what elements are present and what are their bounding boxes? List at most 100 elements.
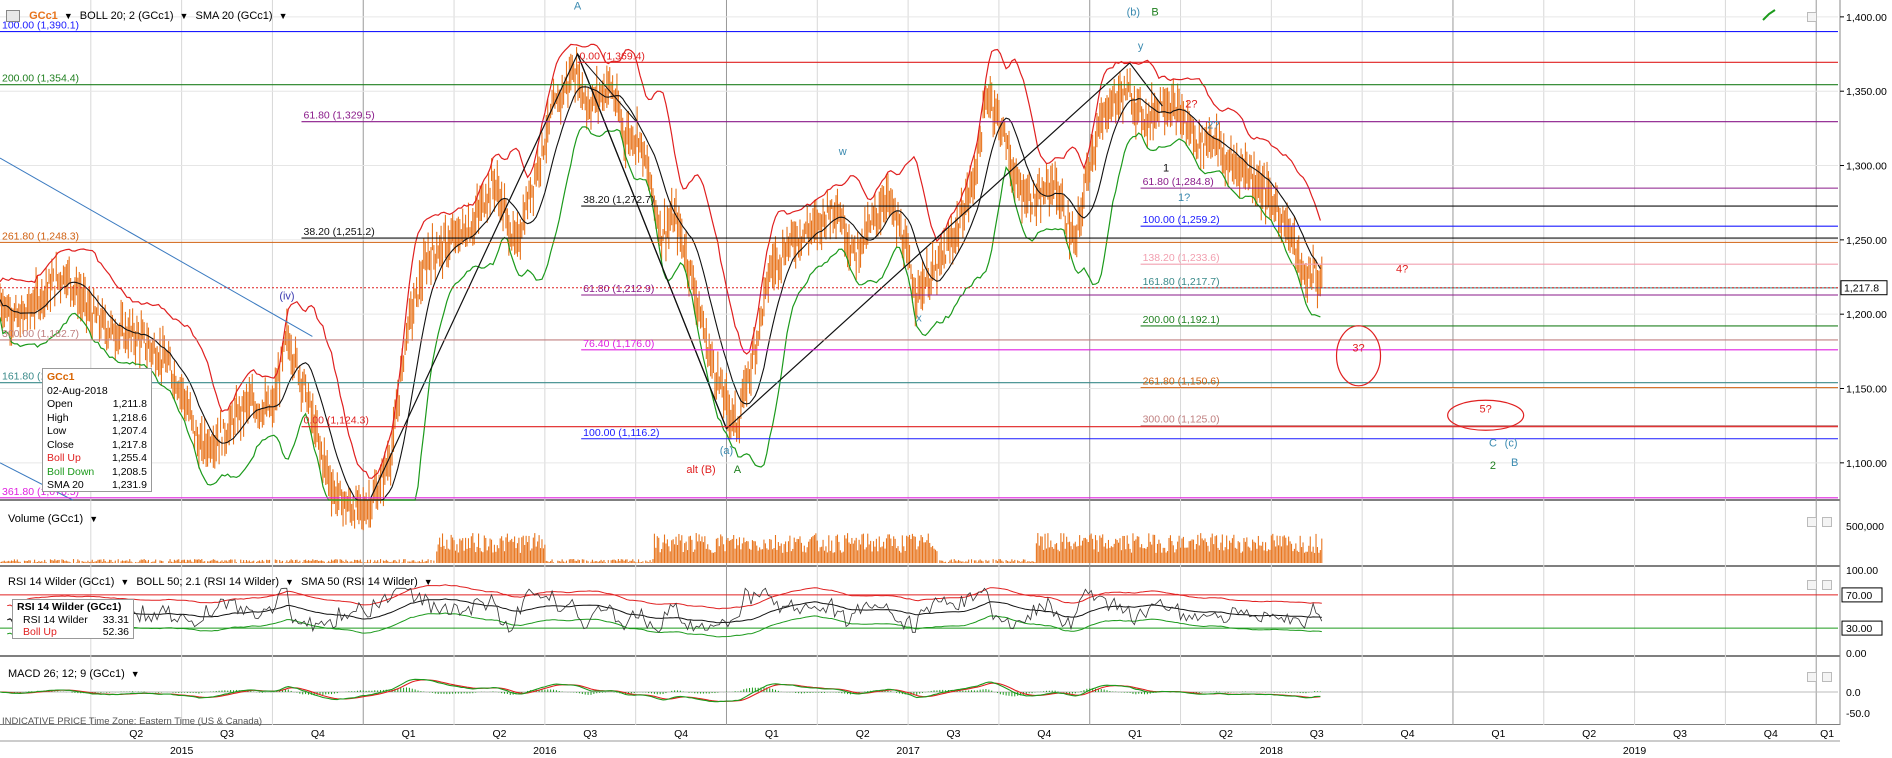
symbol-label: GCc1	[29, 10, 58, 22]
footer-note: INDICATIVE PRICE Time Zone: Eastern Time…	[2, 716, 263, 727]
rsi-boll-lower	[7, 612, 1322, 638]
rsi-dropdown-icon[interactable]: ▼	[120, 577, 130, 587]
rsi-boll-upper	[7, 584, 1322, 610]
macd-minimize-icon[interactable]	[1807, 672, 1817, 682]
quarter-label: Q1	[1128, 728, 1142, 740]
macd-dropdown-icon[interactable]: ▼	[130, 669, 140, 679]
wave-label: 4?	[1396, 264, 1408, 276]
volume-bars	[0, 533, 1323, 563]
wave-label: 2	[1490, 460, 1496, 472]
y-tick-label: 1,150.00	[1846, 384, 1887, 396]
y-tick-label: 1,350.00	[1846, 86, 1887, 98]
rsi-tick-label: 70.00	[1846, 590, 1872, 602]
rsi-sma-dropdown-icon[interactable]: ▼	[423, 577, 433, 587]
sma-line	[0, 86, 1321, 501]
y-tick-label: 1,100.00	[1846, 458, 1887, 470]
price-info-box: GCc1 02-Aug-2018 Open 1,211.8 High 1,218.6 L…	[42, 368, 152, 492]
rsi-row: Boll Up 52.36	[17, 626, 129, 638]
chart-type-icon[interactable]	[6, 10, 20, 23]
rsi-close-icon[interactable]	[1822, 580, 1832, 590]
fib-level-label: 61.80 (1,212.9)	[583, 283, 654, 295]
fib-level-label: 161.80 (1,217.7)	[1143, 276, 1220, 288]
year-label: 2015	[170, 745, 194, 757]
rsi-boll-dropdown-icon[interactable]: ▼	[285, 577, 294, 587]
year-label: 2017	[896, 745, 920, 757]
symbol-dropdown-icon[interactable]: ▼	[63, 11, 73, 21]
quarter-label: Q3	[583, 728, 597, 740]
quarter-label: Q1	[1491, 728, 1505, 740]
macd-tick-label: -50.0	[1846, 708, 1870, 720]
rsi-tick-label: 30.00	[1846, 623, 1872, 635]
pane-minimize-icon[interactable]	[1807, 12, 1817, 22]
fib-level-label: 0.00 (1,124.3)	[303, 415, 368, 427]
fib-level-label: 38.20 (1,251.2)	[303, 226, 374, 238]
wave-label: x	[916, 313, 922, 325]
last-price-tag	[1840, 280, 1888, 296]
volume-minimize-icon[interactable]	[1807, 517, 1817, 527]
fib-level-label: 200.00 (1,354.4)	[2, 73, 79, 85]
wave-label: (a)	[720, 445, 733, 457]
rsi-label: RSI 14 Wilder (GCc1)	[8, 576, 115, 588]
wave-label: (iv)	[279, 290, 294, 302]
fib-levels: 100.00 (1,390.1) 0.00 (1,369.4) 200.00 (1,…	[0, 20, 1838, 499]
fib-level-label: 200.00 (1,192.1)	[1143, 314, 1220, 326]
quarter-label: Q4	[1037, 728, 1051, 740]
wave-label: A	[574, 0, 582, 12]
macd-close-icon[interactable]	[1822, 672, 1832, 682]
info-date: 02-Aug-2018	[47, 384, 108, 397]
fib-level-label: 300.00 (1,182.7)	[2, 328, 79, 340]
macd-signal-line	[0, 679, 1321, 702]
quarter-label: Q1	[765, 728, 779, 740]
quarter-label: Q3	[947, 728, 961, 740]
wave-label: A	[734, 464, 742, 476]
rsi-boll-label: BOLL 50; 2.1 (RSI 14 Wilder)	[136, 576, 279, 588]
year-label: 2018	[1260, 745, 1284, 757]
info-row-label: Close	[47, 438, 74, 451]
wave-line-short	[577, 53, 637, 122]
volume-dropdown-icon[interactable]: ▼	[89, 514, 99, 524]
fib-level-label: 100.00 (1,116.2)	[583, 427, 659, 439]
wave-label: C	[1489, 437, 1497, 449]
fib-level-label: 261.80 (1,248.3)	[2, 230, 79, 242]
info-symbol: GCc1	[47, 371, 75, 383]
info-row-value: 1,217.8	[111, 438, 147, 451]
target-ellipse-3	[1335, 325, 1382, 387]
rsi-info-title: RSI 14 Wilder (GCc1)	[17, 601, 122, 613]
volume-label: Volume (GCc1)	[8, 513, 84, 525]
info-row-label: Boll Down	[47, 465, 95, 478]
wave-label: (c)	[1505, 437, 1518, 449]
wave-label: 2?	[1185, 99, 1197, 111]
boll-dropdown-icon[interactable]: ▼	[179, 11, 189, 21]
target-ellipse-5	[1447, 399, 1525, 431]
info-row-label: Boll Up	[47, 452, 81, 464]
volume-pane-header: Volume (GCc1) ▼	[8, 511, 102, 527]
macd-pane-header: MACD 26; 12; 9 (GCc1) ▼	[8, 666, 144, 682]
y-tick-label: 1,400.00	[1846, 12, 1887, 24]
quarter-label: Q4	[1401, 728, 1415, 740]
fib-level-label: 76.40 (1,176.0)	[583, 338, 654, 350]
rsi-info-box: RSI 14 Wilder (GCc1) RSI 14 Wilder 33.31 B…	[12, 599, 134, 639]
sma-dropdown-icon[interactable]: ▼	[278, 11, 288, 21]
quarter-label: Q1	[402, 728, 416, 740]
info-row-label: High	[47, 411, 69, 424]
quarter-label: Q2	[492, 728, 506, 740]
wave-label: B	[1151, 6, 1158, 18]
quarter-label: Q3	[220, 728, 234, 740]
wave-label: 3?	[1352, 342, 1364, 354]
trendline-blue	[0, 157, 313, 337]
last-price-label: 1,217.8	[1844, 283, 1879, 295]
macd-line	[0, 678, 1321, 703]
rsi-minimize-icon[interactable]	[1807, 580, 1817, 590]
quarter-label: Q4	[1764, 728, 1778, 740]
rsi-row: RSI 14 Wilder 33.31	[17, 614, 129, 627]
boll-upper-line	[0, 43, 1321, 479]
rsi-row-label: RSI 14 Wilder	[23, 613, 88, 626]
volume-close-icon[interactable]	[1822, 517, 1832, 527]
rsi-level-tag	[1841, 587, 1883, 603]
y-tick-label: 1,300.00	[1846, 161, 1887, 173]
info-row-close: Close 1,217.8	[47, 439, 147, 453]
info-row-label: SMA 20	[47, 479, 84, 491]
